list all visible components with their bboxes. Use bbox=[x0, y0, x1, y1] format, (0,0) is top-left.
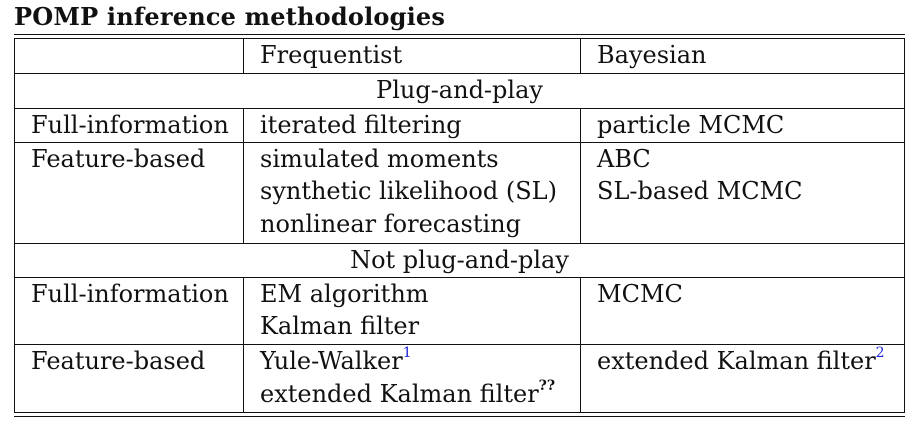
left-border bbox=[14, 38, 15, 413]
rule-after-plug-and-play bbox=[14, 108, 905, 109]
row-type-full-information: Full-information bbox=[31, 280, 229, 308]
col-sep-2-pp bbox=[580, 108, 581, 243]
bottom-rule-inner bbox=[14, 412, 905, 413]
cell-bayesian: particle MCMC bbox=[597, 111, 785, 139]
top-rule-outer bbox=[14, 34, 905, 35]
section-label-plug-and-play: Plug-and-play bbox=[376, 76, 543, 104]
table-title: POMP inference methodologies bbox=[14, 2, 446, 31]
col-sep-1-header bbox=[243, 38, 244, 73]
cell-text: extended Kalman filter bbox=[597, 347, 876, 375]
cell-frequentist: Kalman filter bbox=[260, 312, 420, 340]
col-sep-2-npp bbox=[580, 277, 581, 412]
section-label-not-plug-and-play: Not plug-and-play bbox=[350, 246, 569, 274]
row-type-feature-based: Feature-based bbox=[31, 145, 206, 173]
cell-text: extended Kalman filter bbox=[260, 380, 539, 408]
header-bayesian: Bayesian bbox=[597, 41, 707, 69]
top-rule-inner bbox=[14, 38, 905, 39]
unresolved-reference-marker: ?? bbox=[538, 378, 556, 394]
header-frequentist: Frequentist bbox=[260, 41, 403, 69]
cell-frequentist: extended Kalman filter?? bbox=[260, 378, 555, 410]
right-border bbox=[904, 38, 905, 413]
rule-after-not-plug-and-play bbox=[14, 277, 905, 278]
cell-frequentist: iterated filtering bbox=[260, 111, 462, 139]
rule-after-npp-full-info bbox=[14, 344, 905, 345]
cell-bayesian: MCMC bbox=[597, 280, 683, 308]
row-type-full-information: Full-information bbox=[31, 111, 229, 139]
rule-after-pp-full-info bbox=[14, 142, 905, 143]
col-sep-1-pp bbox=[243, 108, 244, 243]
cell-text: Yule-Walker bbox=[260, 347, 403, 375]
cell-bayesian: SL-based MCMC bbox=[597, 177, 803, 205]
footnote-link[interactable]: 2 bbox=[875, 345, 885, 361]
rule-after-header bbox=[14, 73, 905, 74]
bottom-rule-outer bbox=[14, 416, 905, 417]
col-sep-1-npp bbox=[243, 277, 244, 412]
cell-frequentist: simulated moments bbox=[260, 145, 499, 173]
row-type-feature-based: Feature-based bbox=[31, 347, 206, 375]
cell-frequentist: synthetic likelihood (SL) bbox=[260, 177, 557, 205]
cell-frequentist: Yule-Walker1 bbox=[260, 345, 412, 377]
cell-bayesian: extended Kalman filter2 bbox=[597, 345, 885, 377]
cell-bayesian: ABC bbox=[597, 145, 651, 173]
footnote-link[interactable]: 1 bbox=[402, 345, 412, 361]
cell-frequentist: EM algorithm bbox=[260, 280, 429, 308]
cell-frequentist: nonlinear forecasting bbox=[260, 210, 521, 238]
col-sep-2-header bbox=[580, 38, 581, 73]
rule-after-pp-feature bbox=[14, 243, 905, 244]
